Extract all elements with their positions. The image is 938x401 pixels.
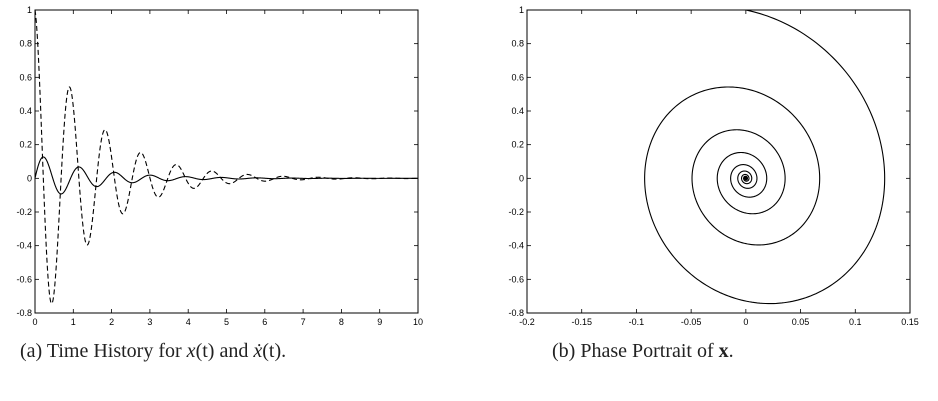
plot-a-ticks: 0 1 2 3 4 5 6 7 8 9 10 1 0.8 0.6 0.4 0.2 0 -0.2 -0.4 -0.6 -0…: [16, 5, 423, 327]
plot-b-xtick-label: -0.2: [519, 317, 535, 327]
plot-a-xtick-label: 6: [262, 317, 267, 327]
series-x-solid-line: [34, 156, 418, 195]
plot-a-ytick-label: -0.4: [16, 241, 32, 251]
plot-a-xtick-label: 3: [147, 317, 152, 327]
plot-a-xtick-label: 8: [339, 317, 344, 327]
caption-b-end: .: [728, 340, 734, 362]
plot-b-xtick-label: 0.15: [901, 317, 919, 327]
plot-b-xtick-label: 0: [743, 317, 748, 327]
caption-a-arg-1: (t): [195, 340, 215, 362]
plot-b-xtick-label: 0.05: [792, 317, 810, 327]
caption-a-and: and: [214, 340, 254, 362]
caption-a-arg-2: (t): [262, 340, 282, 362]
plot-b-frame: [526, 9, 911, 314]
series-xdot-dashed-line: [34, 9, 419, 305]
caption-a-prefix: (a) Time History for: [20, 340, 187, 362]
plot-a-ytick-label: -0.8: [16, 308, 32, 318]
plot-a-ytick-label: 0.8: [19, 39, 32, 49]
caption-a-end: .: [281, 340, 287, 362]
plot-a-ytick-label: 1: [27, 5, 32, 15]
plot-b-ytick-label: 0: [519, 173, 524, 183]
caption-a-var-x: x: [186, 340, 196, 362]
phase-portrait-plot: -0.2 -0.15 -0.1 -0.05 0 0.05 0.1 0.15 1 0.8 0.6 0.4…: [508, 5, 918, 327]
plot-a-xtick-label: 4: [186, 317, 191, 327]
plot-b-xtick-label: -0.15: [571, 317, 592, 327]
plot-b-ytick-label: -0.6: [508, 274, 524, 284]
plot-a-xtick-label: 5: [224, 317, 229, 327]
plot-b-xtick-label: -0.05: [681, 317, 702, 327]
plot-a-ytick-label: 0.6: [19, 72, 32, 82]
caption-a-var-xdot: ẋ: [253, 340, 263, 362]
plot-a-ytick-label: -0.2: [16, 207, 32, 217]
plot-b-ytick-label: 1: [519, 5, 524, 15]
plot-b-ytick-label: 0.6: [511, 72, 524, 82]
plot-b-xtick-label: 0.1: [849, 317, 862, 327]
caption-a: (a) Time History for x(t) and ẋ(t).: [20, 340, 286, 363]
plot-a-xtick-label: 2: [109, 317, 114, 327]
caption-b-bold-x: x: [718, 340, 729, 362]
plot-a-ytick-label: 0.2: [19, 140, 32, 150]
plot-b-xtick-label: -0.1: [629, 317, 645, 327]
time-history-plot: 0 1 2 3 4 5 6 7 8 9 10 1 0.8 0.6 0.4 0.2 0 -0.2 -0.4 -0.6 -0…: [16, 5, 423, 327]
phase-spiral-line: [644, 9, 886, 305]
plot-b-ytick-label: 0.2: [511, 140, 524, 150]
plot-a-xtick-label: 1: [71, 317, 76, 327]
plot-b-series: [644, 9, 886, 305]
caption-b-prefix: (b) Phase Portrait of: [552, 340, 719, 362]
plot-a-xtick-label: 9: [377, 317, 382, 327]
plot-a-ytick-label: 0.4: [19, 106, 32, 116]
plot-a-xtick-label: 10: [413, 317, 423, 327]
plot-b-ytick-label: -0.8: [508, 308, 524, 318]
plot-a-xtick-label: 0: [32, 317, 37, 327]
plot-a-xtick-label: 7: [301, 317, 306, 327]
plot-b-ytick-label: -0.2: [508, 207, 524, 217]
plot-a-frame: [34, 9, 419, 314]
plot-a-ytick-label: 0: [27, 173, 32, 183]
plot-a-series: [34, 9, 419, 305]
plot-b-ytick-label: 0.4: [511, 106, 524, 116]
plot-a-ytick-label: -0.6: [16, 274, 32, 284]
plot-b-ticks: -0.2 -0.15 -0.1 -0.05 0 0.05 0.1 0.15 1 0.8 0.6 0.4…: [508, 5, 918, 327]
caption-b: (b) Phase Portrait of x.: [552, 340, 734, 363]
plot-b-ytick-label: 0.8: [511, 39, 524, 49]
plot-b-ytick-label: -0.4: [508, 241, 524, 251]
